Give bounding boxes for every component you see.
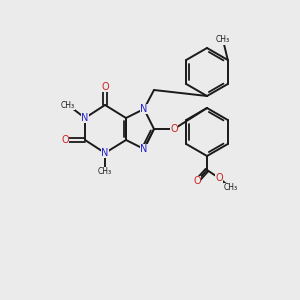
Text: CH₃: CH₃ [216,35,230,44]
Text: O: O [170,124,178,134]
Text: CH₃: CH₃ [224,184,238,193]
Text: O: O [101,82,109,92]
Text: N: N [140,104,148,114]
Text: CH₃: CH₃ [61,100,75,109]
Text: O: O [215,173,223,183]
Text: CH₃: CH₃ [98,167,112,176]
Text: N: N [101,148,109,158]
Text: N: N [81,113,89,123]
Text: O: O [193,176,201,186]
Text: O: O [61,135,69,145]
Text: N: N [140,144,148,154]
